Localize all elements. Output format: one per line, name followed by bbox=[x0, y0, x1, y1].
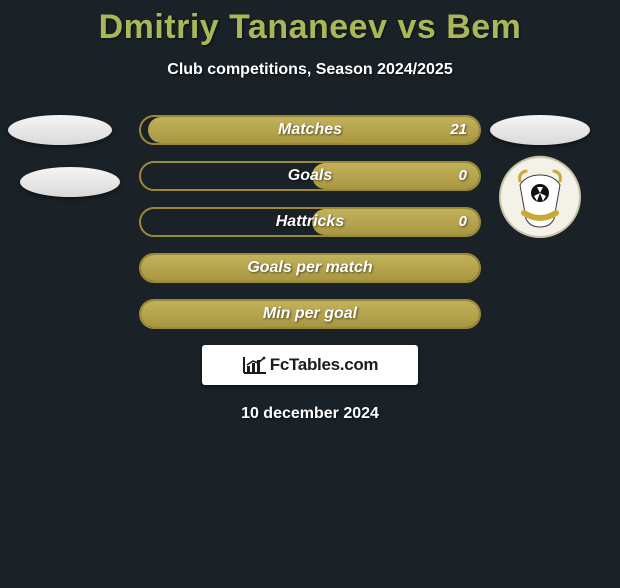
player-right-avatar-top bbox=[490, 115, 590, 145]
stat-bars: Matches21Goals0Hattricks0Goals per match… bbox=[139, 115, 481, 329]
stat-bar-label: Min per goal bbox=[139, 299, 481, 329]
stat-bar-value-right: 21 bbox=[450, 115, 467, 145]
page-title: Dmitriy Tananeev vs Bem bbox=[0, 8, 620, 47]
stat-bar-label: Goals per match bbox=[139, 253, 481, 283]
stat-bar-value-right: 0 bbox=[459, 161, 467, 191]
stat-bar-label: Matches bbox=[139, 115, 481, 145]
brand-chart-icon bbox=[242, 355, 268, 375]
stat-bar: Min per goal bbox=[139, 299, 481, 329]
date-line: 10 december 2024 bbox=[0, 405, 620, 423]
player-left-avatar bbox=[8, 115, 112, 145]
brand-text: FcTables.com bbox=[270, 355, 379, 375]
player-right-club-badge bbox=[498, 155, 582, 239]
root: Dmitriy Tananeev vs Bem Club competition… bbox=[0, 8, 620, 423]
stat-bar: Goals0 bbox=[139, 161, 481, 191]
stat-bar-label: Goals bbox=[139, 161, 481, 191]
stat-bar: Goals per match bbox=[139, 253, 481, 283]
player-left-avatar-shadow bbox=[20, 167, 120, 197]
stat-bar: Matches21 bbox=[139, 115, 481, 145]
brand-pill[interactable]: FcTables.com bbox=[202, 345, 418, 385]
stats-area: Matches21Goals0Hattricks0Goals per match… bbox=[0, 115, 620, 329]
subtitle: Club competitions, Season 2024/2025 bbox=[0, 61, 620, 79]
stat-bar-label: Hattricks bbox=[139, 207, 481, 237]
stat-bar: Hattricks0 bbox=[139, 207, 481, 237]
stat-bar-value-right: 0 bbox=[459, 207, 467, 237]
